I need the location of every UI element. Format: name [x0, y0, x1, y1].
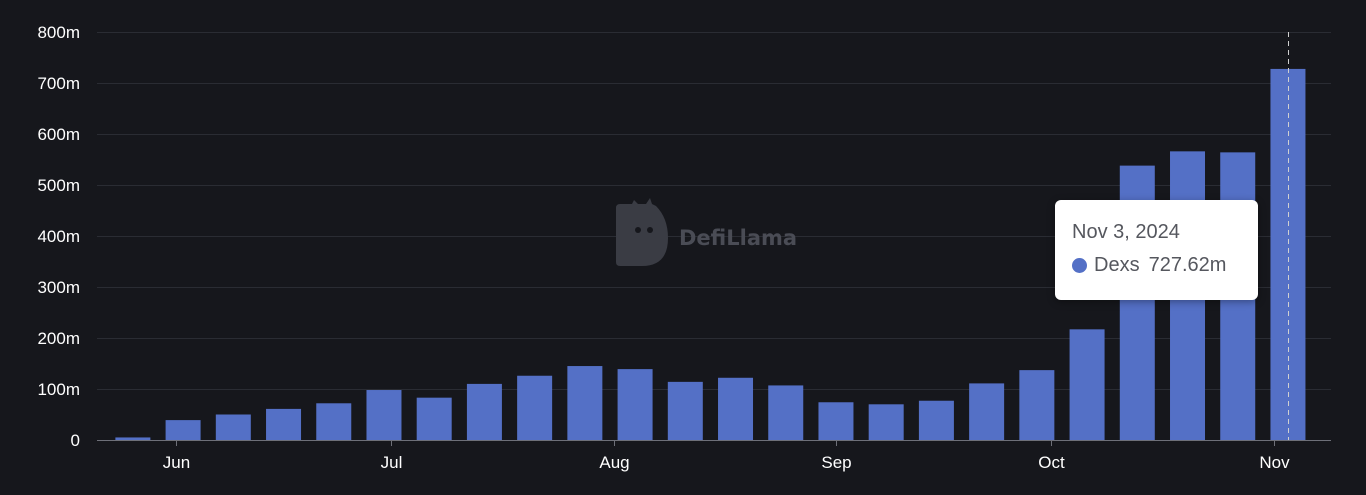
- bar[interactable]: [818, 402, 854, 440]
- y-tick-label: 300m: [37, 278, 80, 297]
- x-tick-label: Jun: [163, 453, 190, 472]
- bar[interactable]: [1019, 370, 1055, 440]
- bar[interactable]: [1069, 329, 1105, 440]
- llama-eye-icon: [647, 227, 653, 233]
- y-tick-label: 600m: [37, 125, 80, 144]
- y-tick-label: 800m: [37, 23, 80, 42]
- llama-logo-icon: [616, 198, 668, 266]
- y-tick-label: 0: [71, 431, 80, 450]
- tooltip: Nov 3, 2024 Dexs 727.62m: [1055, 200, 1258, 300]
- bar[interactable]: [517, 375, 553, 440]
- y-tick-label: 700m: [37, 74, 80, 93]
- x-tick-label: Jul: [381, 453, 403, 472]
- bar[interactable]: [768, 385, 804, 440]
- y-tick-label: 400m: [37, 227, 80, 246]
- bar[interactable]: [718, 377, 754, 440]
- bar[interactable]: [918, 400, 954, 440]
- watermark-text: DefiLlama: [679, 226, 797, 250]
- grid-lines: [97, 32, 1331, 390]
- tooltip-series-name: Dexs: [1094, 254, 1140, 276]
- bar[interactable]: [567, 366, 603, 440]
- bar[interactable]: [366, 390, 402, 440]
- y-axis-labels: 0 100m 200m 300m 400m 500m 600m 700m 800m: [37, 23, 80, 450]
- y-tick-label: 100m: [37, 380, 80, 399]
- bar[interactable]: [115, 437, 151, 440]
- llama-eye-icon: [635, 227, 641, 233]
- tooltip-date: Nov 3, 2024: [1072, 221, 1180, 243]
- bar[interactable]: [215, 414, 251, 441]
- bar[interactable]: [868, 404, 904, 440]
- tooltip-series-row: Dexs 727.62m: [1072, 253, 1242, 277]
- watermark: DefiLlama: [616, 198, 797, 266]
- x-tick-label: Oct: [1038, 453, 1065, 472]
- bar[interactable]: [969, 383, 1005, 440]
- bar[interactable]: [667, 381, 703, 440]
- bar[interactable]: [165, 420, 201, 440]
- bars: [115, 68, 1306, 441]
- bar[interactable]: [266, 408, 302, 440]
- tooltip-value: 727.62m: [1148, 254, 1227, 276]
- x-tick-label: Sep: [821, 453, 851, 472]
- bar[interactable]: [416, 397, 452, 440]
- x-axis-labels: Jun Jul Aug Sep Oct Nov: [163, 453, 1290, 472]
- x-tick-label: Aug: [599, 453, 629, 472]
- bar[interactable]: [316, 403, 352, 440]
- bar[interactable]: [617, 369, 653, 440]
- y-tick-label: 200m: [37, 329, 80, 348]
- y-tick-label: 500m: [37, 176, 80, 195]
- series-color-dot: [1072, 257, 1087, 273]
- x-tick-label: Nov: [1259, 453, 1290, 472]
- bar[interactable]: [1270, 68, 1306, 440]
- bar[interactable]: [466, 383, 502, 440]
- x-axis: [97, 440, 1331, 446]
